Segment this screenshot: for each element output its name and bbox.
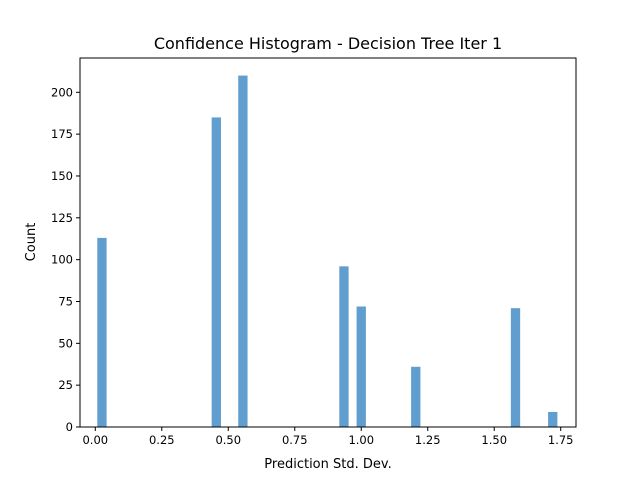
y-tick-label: 75: [58, 294, 73, 308]
x-tick-label: 1.00: [348, 433, 374, 447]
y-tick-label: 175: [51, 127, 73, 141]
y-tick-label: 125: [51, 211, 73, 225]
histogram-bar-1: [211, 117, 221, 427]
histogram-bar-4: [356, 306, 366, 427]
x-tick-label: 1.75: [548, 433, 574, 447]
bars-group: [97, 75, 558, 427]
y-tick-label: 100: [51, 253, 73, 267]
x-tick-label: 1.50: [481, 433, 507, 447]
histogram-bar-6: [510, 308, 521, 427]
x-tick-label: 0.00: [82, 433, 108, 447]
x-tick-label: 1.25: [415, 433, 441, 447]
x-tick-label: 0.50: [215, 433, 241, 447]
y-axis-ticks: 0 25 50 75 100 125 150 175 200: [51, 85, 80, 434]
y-axis-label: Count: [24, 223, 39, 262]
y-tick-label: 200: [51, 85, 73, 99]
y-tick-label: 25: [58, 378, 73, 392]
histogram-bar-5: [411, 366, 421, 427]
y-tick-label: 150: [51, 169, 73, 183]
histogram-bar-0: [97, 237, 107, 427]
plot-area-frame: [79, 57, 577, 428]
y-tick-label: 0: [66, 420, 73, 434]
x-axis-ticks: 0.00 0.25 0.50 0.75 1.00 1.25 1.50 1.75: [82, 427, 574, 447]
histogram-bar-2: [238, 75, 248, 427]
histogram-bar-7: [548, 411, 558, 427]
y-tick-label: 50: [58, 336, 73, 350]
chart-title: Confidence Histogram - Decision Tree Ite…: [154, 34, 502, 53]
x-tick-label: 0.25: [149, 433, 175, 447]
x-axis-label: Prediction Std. Dev.: [264, 457, 391, 472]
histogram-bar-3: [339, 266, 349, 427]
x-tick-label: 0.75: [282, 433, 308, 447]
